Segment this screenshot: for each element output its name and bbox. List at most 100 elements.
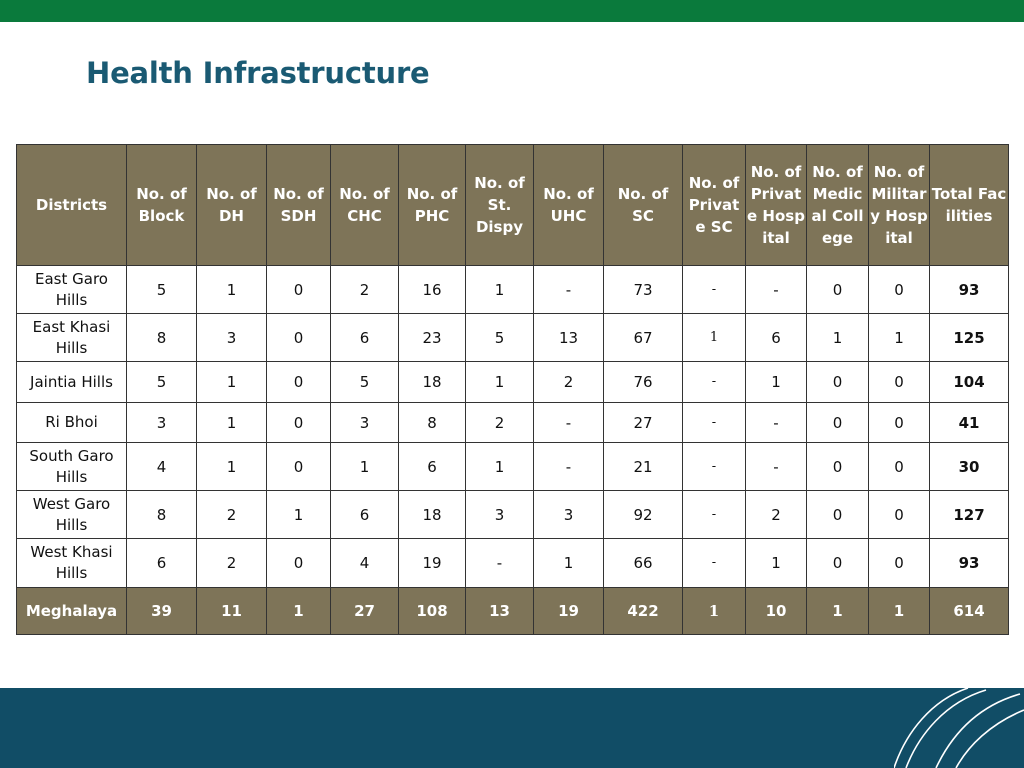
column-header-uhc: No. of UHC bbox=[533, 144, 604, 266]
column-header-phc: No. of PHC bbox=[398, 144, 466, 266]
column-header-sc: No. of SC bbox=[603, 144, 683, 266]
table-cell: 2 bbox=[465, 402, 534, 443]
table-cell: 1 bbox=[196, 442, 267, 491]
table-cell: 4 bbox=[126, 442, 197, 491]
column-header-medical-college: No. of Medical College bbox=[806, 144, 869, 266]
table-row: West Khasi Hills 6 2 0 4 19 - 1 66 - 1 0… bbox=[16, 538, 1009, 588]
table-cell: 0 bbox=[806, 442, 869, 491]
table-cell: 16 bbox=[398, 265, 466, 314]
table-cell: 1 bbox=[330, 442, 399, 491]
table-cell: - bbox=[533, 442, 604, 491]
top-accent-bar bbox=[0, 0, 1024, 22]
state-total-cell: 1 bbox=[806, 587, 869, 635]
column-header-sdh: No. of SDH bbox=[266, 144, 331, 266]
state-total-cell: 108 bbox=[398, 587, 466, 635]
table-cell: 4 bbox=[330, 538, 399, 588]
column-header-districts: Districts bbox=[16, 144, 127, 266]
slide-title: Health Infrastructure bbox=[86, 56, 430, 90]
table-total-row: Meghalaya 39 11 1 27 108 13 19 422 1 10 … bbox=[16, 587, 1009, 635]
table-cell: 0 bbox=[266, 538, 331, 588]
table-cell: 2 bbox=[196, 490, 267, 539]
table-cell: - bbox=[465, 538, 534, 588]
table-cell: 1 bbox=[745, 538, 807, 588]
table-cell: 0 bbox=[266, 361, 331, 403]
state-total-cell: 11 bbox=[196, 587, 267, 635]
table-cell: - bbox=[533, 265, 604, 314]
table-cell: 6 bbox=[126, 538, 197, 588]
total-cell: 93 bbox=[929, 265, 1009, 314]
state-total-cell: 1 bbox=[868, 587, 930, 635]
state-total-cell: 614 bbox=[929, 587, 1009, 635]
table-cell: 8 bbox=[398, 402, 466, 443]
table-cell: 2 bbox=[196, 538, 267, 588]
state-total-cell: 39 bbox=[126, 587, 197, 635]
table-cell: 3 bbox=[465, 490, 534, 539]
table-cell: 18 bbox=[398, 490, 466, 539]
table-cell: 76 bbox=[603, 361, 683, 403]
table-cell: - bbox=[682, 490, 746, 539]
table-cell: 27 bbox=[603, 402, 683, 443]
table-cell: 0 bbox=[868, 265, 930, 314]
table-cell: 1 bbox=[745, 361, 807, 403]
table-cell: 0 bbox=[868, 402, 930, 443]
table-cell: 1 bbox=[196, 402, 267, 443]
table-cell: 0 bbox=[806, 402, 869, 443]
state-total-cell: 1 bbox=[682, 587, 746, 635]
table-cell: 0 bbox=[806, 265, 869, 314]
column-header-private-sc: No. of Private SC bbox=[682, 144, 746, 266]
table-cell: 5 bbox=[126, 361, 197, 403]
table-cell: 19 bbox=[398, 538, 466, 588]
table-cell: 1 bbox=[465, 442, 534, 491]
total-cell: 104 bbox=[929, 361, 1009, 403]
state-total-cell: 10 bbox=[745, 587, 807, 635]
table-cell: 73 bbox=[603, 265, 683, 314]
state-total-cell: 422 bbox=[603, 587, 683, 635]
district-cell: West Garo Hills bbox=[16, 490, 127, 539]
table-cell: - bbox=[682, 442, 746, 491]
table-row: Ri Bhoi 3 1 0 3 8 2 - 27 - - 0 0 41 bbox=[16, 402, 1009, 443]
district-cell: South Garo Hills bbox=[16, 442, 127, 491]
table-cell: - bbox=[682, 361, 746, 403]
table-cell: 3 bbox=[533, 490, 604, 539]
total-cell: 127 bbox=[929, 490, 1009, 539]
column-header-block: No. of Block bbox=[126, 144, 197, 266]
table-cell: 0 bbox=[868, 490, 930, 539]
column-header-military-hospital: No. of Military Hospital bbox=[868, 144, 930, 266]
table-cell: - bbox=[745, 402, 807, 443]
table-cell: 0 bbox=[868, 538, 930, 588]
table-cell: 5 bbox=[126, 265, 197, 314]
district-cell: Jaintia Hills bbox=[16, 361, 127, 403]
column-header-total-facilities: Total Facilities bbox=[929, 144, 1009, 266]
total-cell: 125 bbox=[929, 313, 1009, 362]
table-cell: 18 bbox=[398, 361, 466, 403]
district-cell: Ri Bhoi bbox=[16, 402, 127, 443]
state-total-label: Meghalaya bbox=[16, 587, 127, 635]
total-cell: 41 bbox=[929, 402, 1009, 443]
district-cell: East Khasi Hills bbox=[16, 313, 127, 362]
table-cell: 92 bbox=[603, 490, 683, 539]
table-cell: 3 bbox=[330, 402, 399, 443]
table-cell: 0 bbox=[266, 313, 331, 362]
table-cell: 23 bbox=[398, 313, 466, 362]
table-cell: 1 bbox=[533, 538, 604, 588]
table-cell: 0 bbox=[868, 442, 930, 491]
swoosh-lines-decoration bbox=[894, 688, 1024, 768]
district-cell: East Garo Hills bbox=[16, 265, 127, 314]
table-cell: 1 bbox=[465, 361, 534, 403]
total-cell: 93 bbox=[929, 538, 1009, 588]
table-cell: 5 bbox=[330, 361, 399, 403]
table-cell: 2 bbox=[330, 265, 399, 314]
state-total-cell: 1 bbox=[266, 587, 331, 635]
table-cell: 6 bbox=[745, 313, 807, 362]
table-cell: - bbox=[682, 265, 746, 314]
table-cell: 1 bbox=[868, 313, 930, 362]
table-cell: 0 bbox=[806, 490, 869, 539]
table-row: South Garo Hills 4 1 0 1 6 1 - 21 - - 0 … bbox=[16, 442, 1009, 491]
table-cell: 3 bbox=[126, 402, 197, 443]
table-cell: 6 bbox=[398, 442, 466, 491]
table-cell: 0 bbox=[266, 402, 331, 443]
table-row: Jaintia Hills 5 1 0 5 18 1 2 76 - 1 0 0 … bbox=[16, 361, 1009, 403]
table-row: East Khasi Hills 8 3 0 6 23 5 13 67 1 6 … bbox=[16, 313, 1009, 362]
table-cell: - bbox=[682, 538, 746, 588]
table-cell: 8 bbox=[126, 313, 197, 362]
